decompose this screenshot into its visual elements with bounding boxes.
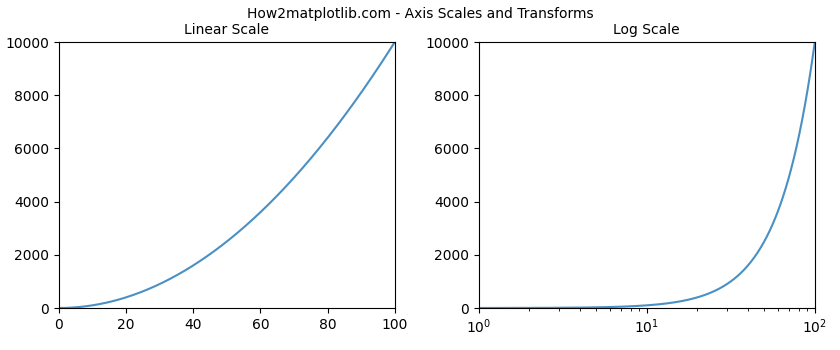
Title: Linear Scale: Linear Scale — [184, 23, 270, 37]
Text: How2matplotlib.com - Axis Scales and Transforms: How2matplotlib.com - Axis Scales and Tra… — [247, 7, 593, 21]
Title: Log Scale: Log Scale — [613, 23, 680, 37]
